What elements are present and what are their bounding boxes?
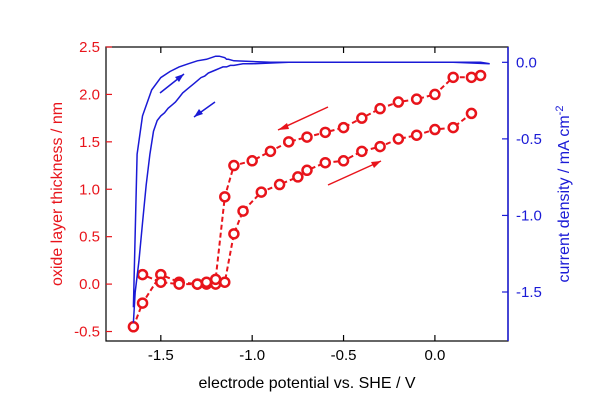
thickness-point [447,71,459,84]
x-tick-label: -1.0 [239,347,265,364]
thickness-point [273,178,286,191]
thickness-point [209,273,222,286]
thickness-point [356,145,368,158]
thickness-point [301,131,313,143]
right-tick-label: 0.0 [516,54,537,71]
thickness-point [374,102,386,115]
thickness-point [127,321,140,333]
series-layer [127,55,490,333]
thickness-point [246,155,258,167]
thickness-point [136,297,149,309]
thickness-point [136,268,149,281]
thickness-point [282,136,295,148]
left-tick-label: -0.5 [74,324,100,341]
direction-arrows [159,73,382,186]
thickness-point [392,96,405,108]
thickness-point [319,126,332,139]
left-axis-label: oxide layer thickness / nm [49,102,66,286]
thickness-point [337,121,350,134]
plot-frame [105,46,509,342]
thickness-series-1-line [142,74,481,286]
arrow-red-lower-head [371,161,381,168]
thickness-point [219,276,231,288]
right-axis-ticks: -1.5 -1.0 -0.5 0.0 [502,47,542,341]
thickness-point [392,133,405,145]
x-tick-label: -0.5 [331,347,357,364]
thickness-point [465,107,478,120]
thickness-point [447,121,459,134]
x-axis-label: electrode potential vs. SHE / V [199,375,416,392]
thickness-point [410,93,423,105]
thickness-point [319,156,332,169]
thickness-point [429,88,441,101]
thickness-point [228,159,240,172]
thickness-point [337,155,350,167]
arrow-blue-up-head [175,74,184,82]
right-axis-label: current density / mA cm-2 [554,106,573,283]
thickness-point [301,164,313,177]
arrow-red-lower [327,160,382,186]
left-axis-ticks: -0.5 0.0 0.5 1.0 1.5 2.0 2.5 [74,39,112,341]
x-tick-label: -1.5 [148,347,174,364]
left-tick-label: 2.5 [79,39,100,56]
thickness-point [356,112,368,124]
x-axis-ticks: -1.5 -1.0 -0.5 0.0 [148,47,445,364]
thickness-point [191,278,204,290]
right-axis-label-superscript: -2 [554,106,566,116]
thickness-point [474,69,487,82]
left-tick-label: 0.5 [79,229,100,246]
right-tick-label: -0.5 [516,131,542,148]
right-tick-label: -1.0 [516,207,542,224]
thickness-point [429,123,441,136]
thickness-point [255,186,268,198]
arrow-red-upper-head [278,123,289,130]
arrow-blue-down-head [194,109,203,117]
left-tick-label: 0.0 [79,276,100,293]
thickness-point [155,276,167,288]
x-tick-label: 0.0 [424,347,445,364]
thickness-point [200,276,213,288]
left-tick-label: 2.0 [79,86,100,103]
right-tick-label: -1.5 [516,284,542,301]
right-axis-label-main: current density / mA cm [556,115,573,282]
thickness-point [465,71,478,84]
thickness-point [219,191,231,203]
thickness-point [292,171,304,183]
thickness-series-0-line [132,112,473,328]
thickness-point [410,129,423,141]
thickness-point [173,278,185,290]
current-density-line [132,55,490,323]
thickness-point [374,140,386,153]
thickness-point [237,205,249,217]
thickness-point [264,145,277,158]
left-tick-label: 1.0 [79,181,100,198]
left-tick-label: 1.5 [79,134,100,151]
thickness-point [228,228,240,240]
